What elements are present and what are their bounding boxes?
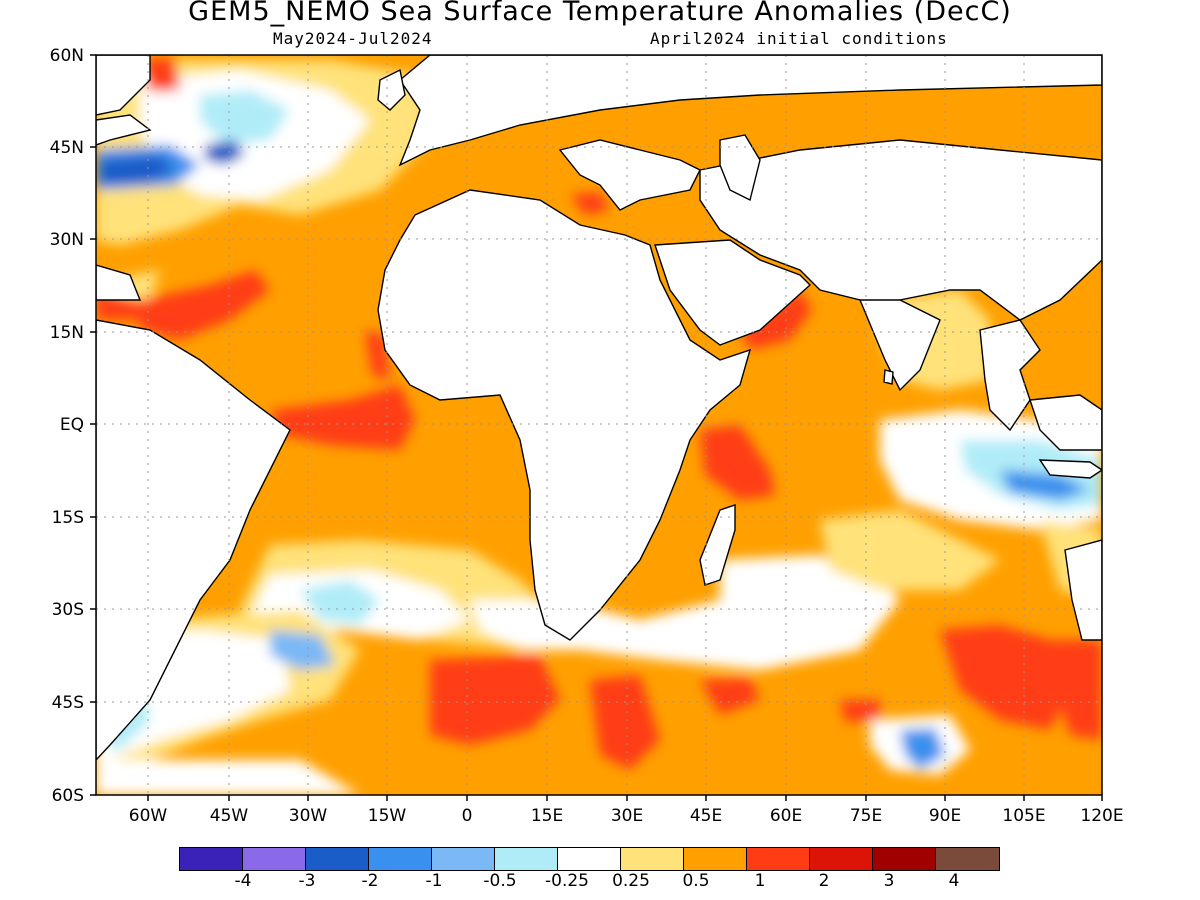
- legend-label: -1: [425, 871, 443, 891]
- color-legend: [179, 847, 1000, 871]
- legend-label: 1: [754, 871, 766, 891]
- lon-label: 45E: [690, 806, 722, 826]
- lon-label: 60W: [129, 806, 168, 826]
- chart-title: GEM5_NEMO Sea Surface Temperature Anomal…: [188, 0, 1012, 27]
- legend-swatch: [684, 848, 747, 870]
- legend-label: 0.5: [682, 871, 710, 891]
- legend-swatch: [180, 848, 243, 870]
- legend-label: -2: [361, 871, 379, 891]
- legend-label: 4: [948, 871, 960, 891]
- lon-label: 15W: [368, 806, 407, 826]
- legend-label: -3: [298, 871, 316, 891]
- lat-label: 30S: [52, 600, 84, 620]
- legend-label: 0.25: [612, 871, 650, 891]
- lon-label: 0: [462, 806, 473, 826]
- lon-label: 120E: [1080, 806, 1123, 826]
- lon-label: 75E: [850, 806, 882, 826]
- legend-swatch: [936, 848, 999, 870]
- legend-swatch: [558, 848, 621, 870]
- legend-label: -0.5: [483, 871, 517, 891]
- legend-swatch: [810, 848, 873, 870]
- lon-label: 15E: [531, 806, 563, 826]
- lat-label: 15N: [50, 323, 84, 343]
- legend-swatch: [369, 848, 432, 870]
- forecast-period: May2024-Jul2024: [273, 29, 433, 48]
- legend-swatch: [621, 848, 684, 870]
- legend-swatch: [747, 848, 810, 870]
- legend-swatch: [243, 848, 306, 870]
- lon-labels: 60W 45W 30W 15W 0 15E 30E 45E 60E 75E 90…: [129, 806, 1124, 826]
- lon-label: 105E: [1002, 806, 1045, 826]
- legend-swatch: [873, 848, 936, 870]
- lon-label: 60E: [770, 806, 802, 826]
- initial-conditions: April2024 initial conditions: [650, 29, 948, 48]
- lat-labels: 60N 45N 30N 15N EQ 15S 30S 45S 60S: [50, 46, 84, 806]
- lon-label: 45W: [210, 806, 249, 826]
- legend-label: 2: [818, 871, 830, 891]
- land-masses: [96, 55, 1102, 762]
- legend-swatch: [306, 848, 369, 870]
- legend-swatch: [495, 848, 558, 870]
- lon-label: 30E: [611, 806, 643, 826]
- lat-label: 60N: [50, 46, 84, 66]
- lat-label: 15S: [52, 508, 84, 528]
- map-frame: [95, 54, 1103, 796]
- lat-label: 45N: [50, 138, 84, 158]
- legend-swatch: [432, 848, 495, 870]
- lat-label: 30N: [50, 230, 84, 250]
- legend-label: -0.25: [545, 871, 589, 891]
- lat-label: 60S: [52, 786, 84, 806]
- legend-label: -4: [234, 871, 252, 891]
- axis-ticks: [90, 54, 1103, 801]
- lat-label: EQ: [60, 415, 84, 435]
- grid-lines: [96, 55, 1102, 795]
- lon-label: 90E: [929, 806, 961, 826]
- legend-label: 3: [883, 871, 895, 891]
- lon-label: 30W: [289, 806, 328, 826]
- lat-label: 45S: [52, 693, 84, 713]
